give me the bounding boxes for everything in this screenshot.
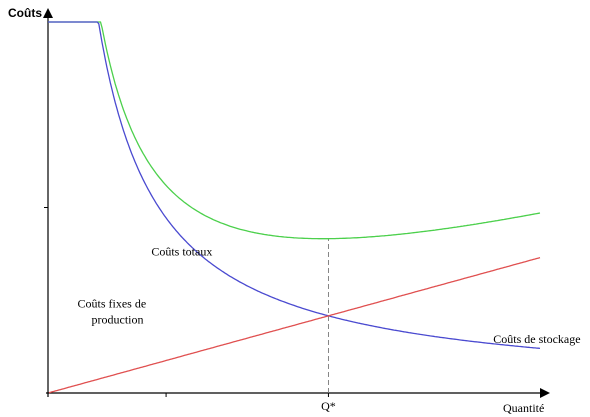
x-axis-label: Quantité [503, 401, 544, 415]
y-axis-label: Coûts [8, 6, 42, 20]
x-axis-arrow [540, 388, 550, 398]
series-line-total [48, 21, 541, 240]
series-line-fixed [48, 21, 541, 350]
series-label-line-0: Coûts fixes de [78, 297, 147, 311]
series-line-storage [48, 256, 541, 394]
axis-ticks [44, 207, 329, 397]
series-label-line-0: Coûts de stockage [493, 332, 580, 346]
x-tick-label-0: Q* [321, 399, 336, 413]
series-label-line-1: production [92, 313, 144, 327]
x-tick-labels: Q* [321, 399, 336, 413]
series-label-total: Coûts totaux [151, 245, 212, 259]
series-label-storage: Coûts de stockage [493, 332, 580, 346]
y-axis-arrow [43, 8, 53, 18]
series-lines [48, 21, 541, 394]
series-label-fixed: Coûts fixes de production [78, 297, 147, 327]
series-label-line-0: Coûts totaux [151, 245, 212, 259]
